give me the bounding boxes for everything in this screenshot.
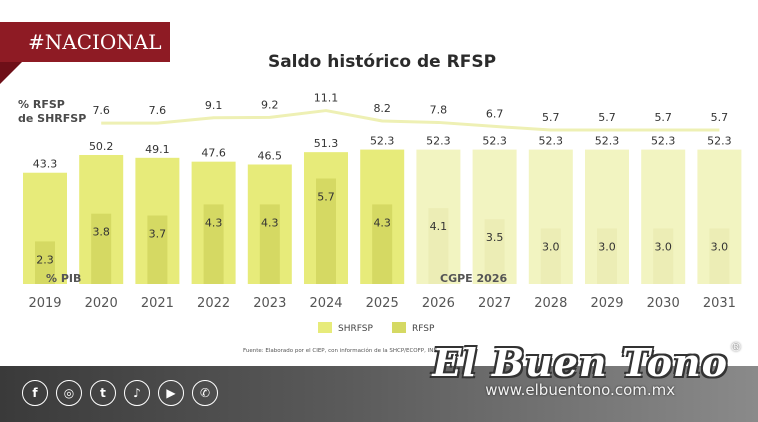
x-tick-2029: 2029 xyxy=(590,296,623,311)
legend: SHRFSP RFSP xyxy=(318,322,435,334)
rfsp-bar-2023 xyxy=(259,204,280,284)
rfsp-bar-2020 xyxy=(91,213,112,284)
rfsp-value-2027: 3.5 xyxy=(486,231,504,244)
section-tag-fold xyxy=(0,62,22,84)
chart-title: Saldo histórico de RFSP xyxy=(268,52,496,72)
brand-registered-mark: ® xyxy=(730,340,742,354)
rfsp-value-2023: 4.3 xyxy=(261,216,279,229)
rfsp-value-2030: 3.0 xyxy=(654,240,672,253)
rfsp-bar-2027 xyxy=(484,219,505,284)
rfsp-value-2022: 4.3 xyxy=(205,216,223,229)
shrfsp-value-2027: 52.3 xyxy=(482,135,507,148)
ratio-value-2030: 5.7 xyxy=(654,111,672,124)
rfsp-value-2021: 3.7 xyxy=(149,228,167,241)
ratio-value-2022: 9.1 xyxy=(205,99,223,112)
legend-swatch-shrfsp xyxy=(318,322,332,333)
x-tick-2024: 2024 xyxy=(309,296,342,311)
ratio-value-2026: 7.8 xyxy=(430,103,448,116)
ratio-value-2021: 7.6 xyxy=(149,104,167,117)
rfsp-value-2031: 3.0 xyxy=(711,240,729,253)
chart: Saldo histórico de RFSP % RFSP de SHRFSP… xyxy=(18,52,742,354)
x-tick-2030: 2030 xyxy=(647,296,680,311)
tiktok-icon[interactable]: ♪ xyxy=(124,380,150,406)
brand-name: El Buen Tono xyxy=(432,340,728,385)
whatsapp-icon[interactable]: ✆ xyxy=(192,380,218,406)
ratio-value-2028: 5.7 xyxy=(542,111,560,124)
x-tick-2031: 2031 xyxy=(703,296,736,311)
x-tick-2028: 2028 xyxy=(534,296,567,311)
chart-area: Saldo histórico de RFSP % RFSP de SHRFSP… xyxy=(18,52,742,354)
twitter-icon[interactable]: t xyxy=(90,380,116,406)
rfsp-bar-2026 xyxy=(428,208,449,284)
rfsp-value-2028: 3.0 xyxy=(542,240,560,253)
legend-label-shrfsp: SHRFSP xyxy=(338,324,373,334)
ratio-value-2020: 7.6 xyxy=(92,104,110,117)
rfsp-bar-2021 xyxy=(147,215,168,284)
youtube-icon[interactable]: ▶ xyxy=(158,380,184,406)
shrfsp-value-2020: 50.2 xyxy=(89,140,114,153)
ratio-value-2023: 9.2 xyxy=(261,98,279,111)
ratio-label-line1: % RFSP xyxy=(18,98,65,111)
ratio-value-2027: 6.7 xyxy=(486,107,504,120)
rfsp-value-2029: 3.0 xyxy=(598,240,616,253)
x-tick-2021: 2021 xyxy=(141,296,174,311)
x-tick-2019: 2019 xyxy=(28,296,61,311)
legend-label-rfsp: RFSP xyxy=(412,324,435,334)
legend-swatch-rfsp xyxy=(392,322,406,333)
rfsp-value-2019: 2.3 xyxy=(36,253,54,266)
x-tick-2022: 2022 xyxy=(197,296,230,311)
ratio-value-2025: 8.2 xyxy=(373,102,391,115)
section-tag[interactable]: #NACIONAL xyxy=(0,22,170,62)
ratio-value-2031: 5.7 xyxy=(711,111,729,124)
facebook-icon[interactable]: f xyxy=(22,380,48,406)
shrfsp-value-2021: 49.1 xyxy=(145,143,170,156)
shrfsp-value-2029: 52.3 xyxy=(595,135,620,148)
x-tick-2020: 2020 xyxy=(85,296,118,311)
shrfsp-value-2030: 52.3 xyxy=(651,135,676,148)
rfsp-value-2020: 3.8 xyxy=(92,226,110,239)
shrfsp-value-2019: 43.3 xyxy=(33,158,58,171)
shrfsp-value-2031: 52.3 xyxy=(707,135,732,148)
brand-logo: El Buen Tono ® www.elbuentono.com.mx xyxy=(432,340,742,399)
rfsp-bar-2030 xyxy=(653,228,674,284)
shrfsp-value-2024: 51.3 xyxy=(314,137,339,150)
rfsp-bar-2031 xyxy=(709,228,730,284)
rfsp-bar-2019 xyxy=(35,241,55,284)
x-tick-2027: 2027 xyxy=(478,296,511,311)
projection-label: CGPE 2026 xyxy=(440,272,507,285)
rfsp-value-2025: 4.3 xyxy=(373,216,391,229)
footer-bar: f ◎ t ♪ ▶ ✆ El Buen Tono ® www.elbuenton… xyxy=(0,340,758,422)
rfsp-bar-2025 xyxy=(372,204,393,284)
x-tick-2025: 2025 xyxy=(366,296,399,311)
ratio-label-line2: de SHRFSP xyxy=(18,112,86,125)
shrfsp-value-2023: 46.5 xyxy=(258,149,283,162)
shrfsp-value-2022: 47.6 xyxy=(201,147,226,160)
unit-label: % PIB xyxy=(46,272,81,285)
brand-url[interactable]: www.elbuentono.com.mx xyxy=(485,381,676,399)
rfsp-bar-2029 xyxy=(597,228,617,284)
ratio-line xyxy=(101,109,720,132)
shrfsp-value-2026: 52.3 xyxy=(426,135,451,148)
instagram-icon[interactable]: ◎ xyxy=(56,380,82,406)
rfsp-bar-2024 xyxy=(316,178,336,284)
ratio-value-2024: 11.1 xyxy=(314,92,339,105)
shrfsp-value-2025: 52.3 xyxy=(370,135,395,148)
ratio-value-2029: 5.7 xyxy=(598,111,616,124)
source-note: Fuente: Elaborado por el CIEP, con infor… xyxy=(243,347,459,354)
x-tick-2026: 2026 xyxy=(422,296,455,311)
rfsp-bar-2022 xyxy=(203,204,224,284)
social-links: f ◎ t ♪ ▶ ✆ xyxy=(22,380,218,406)
rfsp-value-2024: 5.7 xyxy=(317,191,335,204)
shrfsp-value-2028: 52.3 xyxy=(539,135,564,148)
x-tick-2023: 2023 xyxy=(253,296,286,311)
rfsp-value-2026: 4.1 xyxy=(430,220,448,233)
rfsp-bar-2028 xyxy=(540,228,561,284)
